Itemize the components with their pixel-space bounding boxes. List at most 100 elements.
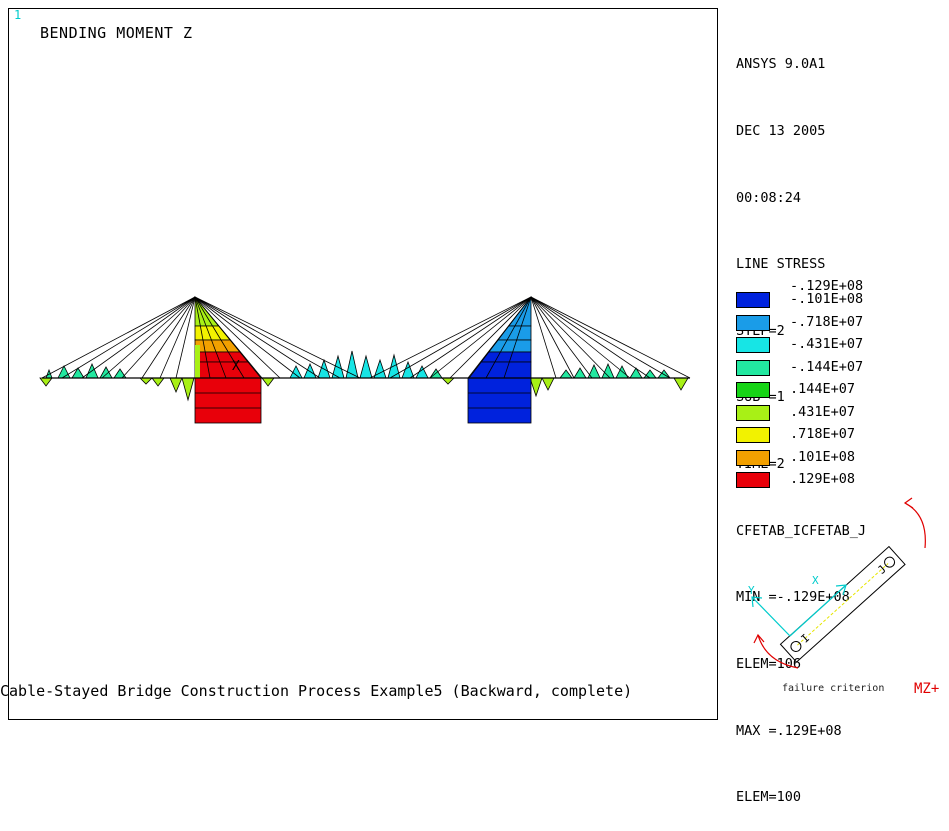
info-line: DEC 13 2005 [736, 123, 826, 140]
legend-row: .431E+07 [736, 402, 936, 424]
info-line: MIN =-.129E+08 [736, 589, 850, 606]
legend-swatch [736, 472, 770, 488]
tower-moment-band [467, 377, 532, 424]
tower-moment-band [480, 351, 532, 363]
legend-swatch [736, 337, 770, 353]
stay-cable [61, 296, 196, 379]
node-j-circle [884, 556, 896, 568]
tower-moment-band [195, 345, 200, 378]
girder-moment-segment [169, 377, 183, 394]
info-line: ELEM=100 [736, 789, 802, 806]
stay-cable [449, 296, 532, 379]
stay-cable [530, 296, 575, 379]
girder-moment-segment [441, 377, 455, 385]
girder-moment-segment [359, 354, 373, 379]
girder-moment-segment [387, 353, 401, 379]
info-line: MAX =.129E+08 [736, 722, 842, 739]
stay-cable [530, 296, 671, 379]
stay-cable [467, 296, 532, 379]
legend-top-label: -.129E+08 [790, 278, 864, 294]
node-i-circle [790, 640, 802, 652]
info-line: ANSYS 9.0A1 [736, 56, 826, 73]
stay-cable [101, 296, 196, 379]
legend-label: -.718E+07 [790, 313, 864, 330]
stay-cable [389, 296, 532, 379]
info-line: 00:08:24 [736, 189, 802, 206]
legend-row: .101E+08 [736, 447, 936, 469]
girder-moment-segment [541, 377, 555, 391]
plot-title: BENDING MOMENT Z [40, 24, 193, 42]
girder-moment-segment [57, 365, 71, 379]
girder-moment-segment [71, 367, 85, 379]
info-panel: ANSYS 9.0A1 DEC 13 2005 00:08:24 LINE ST… [736, 9, 866, 831]
girder-moment-segment [629, 367, 643, 379]
info-line: LINE STRESS [736, 256, 826, 273]
legend-swatch [736, 314, 770, 331]
failure-criterion-label: failure criterion [782, 683, 885, 694]
x-axis-arrow [789, 584, 847, 637]
y-axis-label: Y [748, 584, 755, 597]
stay-cable [194, 296, 227, 379]
moment-direction-label: MZ+ [914, 681, 940, 697]
stay-cable [194, 296, 245, 379]
legend-swatch [736, 359, 770, 376]
legend-label: .718E+07 [790, 426, 856, 442]
info-line: ELEM=106 [736, 655, 802, 672]
element-triad: I J X Y [748, 497, 926, 669]
legend-swatch [736, 382, 770, 398]
moment-arrow-top [904, 502, 926, 549]
stay-cable [530, 296, 631, 379]
stay-cable [194, 296, 301, 379]
y-axis-arrow [751, 596, 791, 637]
stay-cable [369, 296, 532, 379]
legend-row: -.718E+07 [736, 312, 936, 334]
legend-swatch [736, 292, 770, 308]
girder-moment-segment [113, 368, 127, 379]
legend-row: -.431E+07 [736, 334, 936, 356]
legend-label: -.101E+08 [790, 291, 864, 307]
axis-x-marker: X [232, 359, 240, 374]
stay-cable [409, 296, 532, 379]
moment-arrow-bottom [757, 634, 799, 669]
stay-cable [530, 296, 651, 379]
legend-swatch [736, 404, 770, 421]
girder-moment-segment [181, 377, 195, 402]
stay-cable [41, 296, 196, 379]
girder-moment-segment [673, 377, 689, 391]
x-axis-label: X [812, 574, 819, 587]
legend-row: -.144E+07 [736, 357, 936, 379]
girder-moment-segment [573, 367, 587, 379]
stay-cable [530, 296, 611, 379]
girder-moment-segment [303, 362, 317, 379]
girder-moment-segment [415, 365, 429, 379]
legend-label: .129E+08 [790, 471, 856, 487]
window-number: 1 [14, 8, 22, 22]
girder-moment-segment [99, 366, 113, 379]
girder-moment-segment [587, 364, 601, 379]
stay-cable [194, 296, 211, 379]
stay-cable [194, 296, 341, 379]
legend-row: .718E+07 [736, 424, 936, 446]
legend-label: .144E+07 [790, 381, 856, 397]
tower-moment-band [194, 377, 262, 424]
legend-row: .129E+08 [736, 469, 936, 491]
legend-swatch [736, 427, 770, 443]
girder-moment-segment [643, 369, 657, 379]
stay-cable [194, 296, 321, 379]
stay-cable [194, 296, 281, 379]
legend-row: .144E+07 [736, 379, 936, 401]
girder-moment-segment [39, 377, 53, 387]
legend-label: -.144E+07 [790, 358, 864, 375]
stay-cable [530, 296, 593, 379]
stay-cable [159, 296, 196, 379]
stay-cable [175, 296, 196, 379]
stay-cable [194, 296, 361, 379]
legend-label: .431E+07 [790, 403, 856, 420]
info-line: CFETAB_ICFETAB_J [736, 522, 867, 539]
stay-cable [530, 296, 557, 379]
stay-cable [429, 296, 532, 379]
right-tower-moment-diagram [467, 295, 532, 424]
stay-cable [194, 296, 263, 379]
bridge-plot: X I J X Y [39, 295, 926, 669]
stay-cables [41, 296, 691, 379]
